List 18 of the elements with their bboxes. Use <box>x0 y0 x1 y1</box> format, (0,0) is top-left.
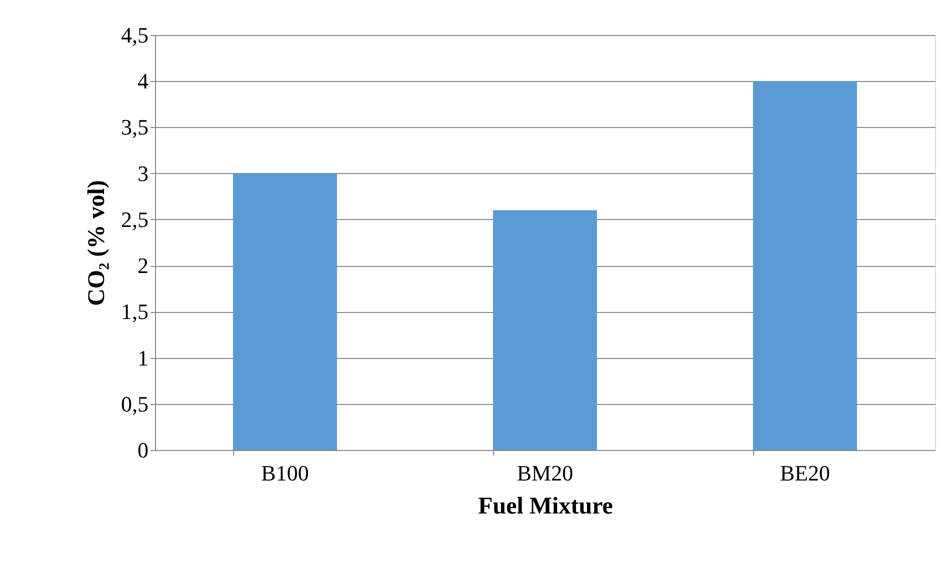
y-axis-title: CO₂ (% vol) <box>84 180 110 306</box>
y-tick-label: 2 <box>138 253 148 278</box>
y-tick-label: 0,5 <box>121 391 148 416</box>
bar <box>233 173 337 450</box>
bar <box>493 210 597 450</box>
y-tick-label: 1 <box>138 345 148 370</box>
y-tick-label: 0 <box>138 438 148 462</box>
y-tick-label: 3 <box>138 160 148 186</box>
x-tick-label: B100 <box>261 460 309 486</box>
x-tick-label: BE20 <box>780 460 830 486</box>
x-tick-label: BM20 <box>516 460 574 486</box>
y-tick-label: 2,5 <box>121 206 148 232</box>
y-tick-label: 4 <box>138 68 148 94</box>
y-tick-label: 1,5 <box>121 299 148 324</box>
bar <box>753 81 857 450</box>
x-axis-title: Fuel Mixture <box>478 494 614 520</box>
y-tick-label: 4,5 <box>121 22 148 48</box>
y-tick-label: 3,5 <box>121 114 148 140</box>
